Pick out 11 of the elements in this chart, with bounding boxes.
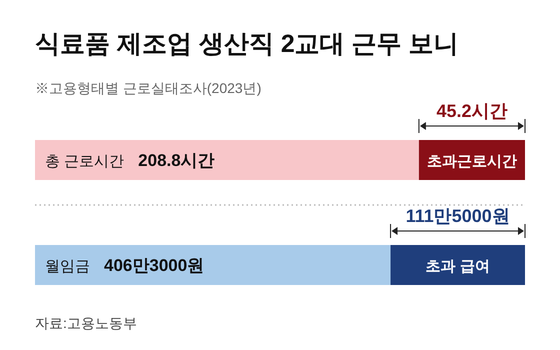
chart-title: 식료품 제조업 생산직 2교대 근무 보니 bbox=[35, 30, 459, 58]
text: 자료:고용노동부 bbox=[35, 315, 137, 331]
data-label: 111만5000원 bbox=[406, 206, 510, 226]
data-label: 45.2시간 bbox=[436, 101, 508, 121]
series-label: 총 근로시간 bbox=[45, 153, 124, 170]
chart-subtitle: ※고용형태별 근로실태조사(2023년) bbox=[35, 80, 262, 96]
series-label: 월임금 bbox=[45, 258, 90, 275]
total-label: 208.8시간 bbox=[138, 151, 215, 170]
series-label: 초과근로시간 bbox=[426, 153, 517, 170]
series-label: 초과 급여 bbox=[426, 258, 490, 275]
total-label: 406만3000원 bbox=[104, 256, 204, 275]
